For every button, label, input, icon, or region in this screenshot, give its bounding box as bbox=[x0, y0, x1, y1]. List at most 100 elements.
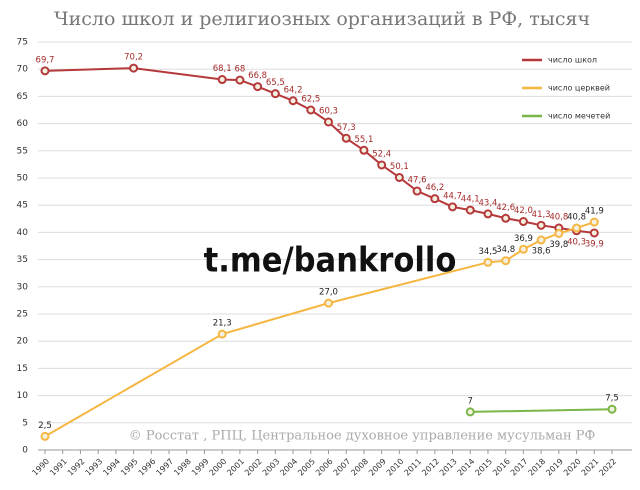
x-tick-label: 1998 bbox=[172, 457, 193, 478]
data-label: 36,9 bbox=[514, 234, 533, 244]
x-tick-label: 2021 bbox=[580, 457, 601, 478]
y-tick-label: 30 bbox=[17, 282, 29, 292]
y-tick-label: 60 bbox=[17, 119, 29, 129]
data-label: 27,0 bbox=[319, 288, 338, 298]
data-point bbox=[448, 202, 458, 212]
data-point bbox=[394, 172, 404, 182]
data-label: 39,8 bbox=[549, 240, 568, 250]
x-tick-label: 1992 bbox=[66, 457, 87, 478]
data-point bbox=[359, 145, 369, 155]
x-tick-label: 2006 bbox=[314, 457, 335, 478]
data-label: 43,4 bbox=[479, 198, 498, 208]
data-point bbox=[483, 257, 493, 267]
watermark: t.me/bankrollo bbox=[204, 241, 457, 281]
x-tick-label: 2008 bbox=[349, 457, 370, 478]
data-label: 34,8 bbox=[496, 245, 515, 255]
x-tick-label: 1994 bbox=[101, 457, 122, 478]
data-point bbox=[129, 63, 139, 73]
series-line bbox=[470, 408, 613, 413]
y-tick-label: 10 bbox=[17, 391, 29, 401]
legend-label: число школ bbox=[548, 56, 597, 65]
x-tick-label: 2019 bbox=[544, 457, 565, 478]
data-point bbox=[518, 244, 528, 254]
data-point bbox=[40, 66, 50, 76]
data-label: 38,6 bbox=[532, 247, 551, 257]
data-label: 44,7 bbox=[443, 191, 462, 201]
y-tick-label: 55 bbox=[17, 146, 28, 156]
data-label: 21,3 bbox=[213, 319, 232, 329]
data-label: 44,1 bbox=[461, 195, 480, 205]
x-tick-label: 2009 bbox=[367, 457, 388, 478]
data-point bbox=[40, 431, 50, 441]
data-label: 62,5 bbox=[301, 95, 320, 105]
x-tick-label: 1996 bbox=[137, 457, 158, 478]
y-tick-label: 35 bbox=[17, 255, 28, 265]
data-point bbox=[324, 298, 333, 308]
data-label: 40,3 bbox=[567, 237, 586, 247]
x-tick-label: 1990 bbox=[30, 457, 51, 478]
data-label: 69,7 bbox=[36, 55, 55, 65]
data-point bbox=[412, 186, 422, 196]
x-tick-label: 2018 bbox=[527, 457, 548, 478]
y-tick-label: 70 bbox=[17, 65, 29, 75]
data-point bbox=[341, 133, 351, 143]
data-label: 66,8 bbox=[248, 71, 267, 81]
data-point bbox=[324, 117, 333, 127]
data-point bbox=[288, 96, 298, 106]
y-tick-label: 15 bbox=[17, 364, 28, 374]
y-tick-label: 20 bbox=[17, 337, 29, 347]
x-tick-label: 2001 bbox=[225, 457, 246, 478]
x-tick-label: 1997 bbox=[154, 457, 175, 478]
data-point bbox=[518, 217, 528, 227]
data-point bbox=[235, 75, 245, 85]
data-point bbox=[306, 105, 316, 115]
data-point bbox=[572, 223, 582, 233]
x-tick-label: 2002 bbox=[243, 457, 264, 478]
data-label: 42,6 bbox=[496, 203, 515, 213]
data-label: 2,5 bbox=[38, 421, 52, 431]
data-label: 47,6 bbox=[408, 176, 427, 186]
data-label: 41,9 bbox=[585, 207, 604, 217]
source: © Росстат , РПЦ, Центральное духовное уп… bbox=[129, 429, 596, 444]
y-tick-label: 45 bbox=[17, 201, 28, 211]
data-label: 39,9 bbox=[585, 239, 604, 249]
x-tick-label: 2003 bbox=[261, 457, 282, 478]
x-tick-label: 1999 bbox=[190, 457, 211, 478]
data-point bbox=[607, 404, 617, 414]
data-label: 64,2 bbox=[284, 85, 303, 95]
data-label: 40,8 bbox=[549, 213, 568, 223]
x-tick-label: 2015 bbox=[473, 457, 494, 478]
x-tick-label: 2020 bbox=[562, 457, 583, 478]
y-tick-label: 25 bbox=[17, 310, 28, 320]
series-line bbox=[44, 221, 595, 438]
x-tick-label: 2005 bbox=[296, 457, 317, 478]
data-label: 42,0 bbox=[514, 206, 533, 216]
x-tick-label: 1993 bbox=[84, 457, 105, 478]
x-tick-label: 2017 bbox=[509, 457, 530, 478]
x-tick-label: 2011 bbox=[403, 457, 424, 478]
data-label: 7 bbox=[468, 396, 473, 406]
data-label: 50,1 bbox=[390, 162, 409, 172]
y-tick-label: 0 bbox=[22, 446, 28, 456]
legend-label: число церквей bbox=[548, 84, 610, 93]
x-tick-label: 2016 bbox=[491, 457, 512, 478]
data-point bbox=[217, 329, 227, 339]
data-label: 68 bbox=[234, 65, 245, 75]
data-label: 57,3 bbox=[337, 123, 356, 133]
y-tick-label: 75 bbox=[17, 38, 28, 48]
legend-label: число мечетей bbox=[548, 112, 610, 121]
data-point bbox=[377, 160, 387, 170]
data-point bbox=[430, 194, 440, 204]
x-tick-label: 2013 bbox=[438, 457, 459, 478]
data-point bbox=[536, 235, 546, 245]
x-tick-label: 2007 bbox=[332, 457, 353, 478]
data-point bbox=[253, 82, 263, 92]
x-tick-label: 1995 bbox=[119, 457, 140, 478]
data-point bbox=[589, 228, 599, 238]
data-point bbox=[589, 217, 599, 227]
data-label: 70,2 bbox=[124, 53, 143, 63]
x-tick-label: 1991 bbox=[48, 457, 69, 478]
y-tick-label: 65 bbox=[17, 92, 28, 102]
y-tick-label: 50 bbox=[17, 174, 29, 184]
